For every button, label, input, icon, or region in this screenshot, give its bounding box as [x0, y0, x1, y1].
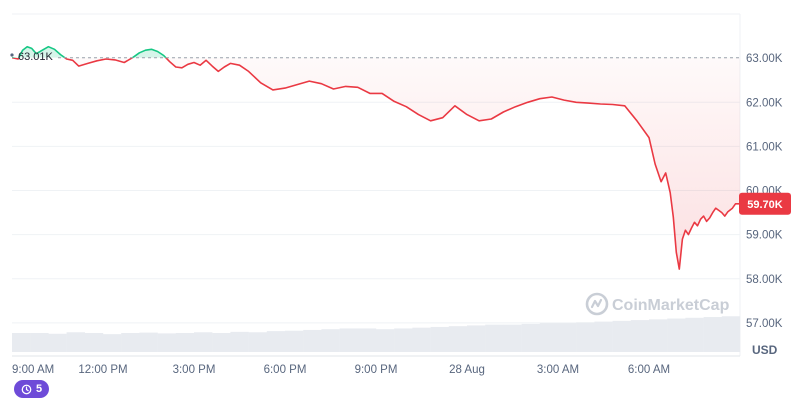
- price-area-down: [12, 57, 740, 270]
- volume-bar: [139, 332, 158, 352]
- volume-bar: [194, 332, 213, 352]
- history-clock-icon: [21, 384, 32, 394]
- current-price-label: 59.70K: [747, 199, 783, 211]
- watermark-text: CoinMarketCap: [612, 297, 730, 314]
- volume-bar: [576, 322, 595, 352]
- volume-bar: [230, 331, 249, 352]
- volume-bar: [703, 317, 722, 352]
- volume-bar: [685, 317, 704, 352]
- x-tick-label: 9:00 PM: [355, 364, 398, 376]
- x-tick-label: 6:00 PM: [264, 364, 307, 376]
- volume-bar: [521, 323, 540, 352]
- volume-bar: [376, 329, 395, 352]
- y-tick-label: 61.00K: [746, 141, 783, 153]
- volume-bar: [321, 329, 340, 352]
- volume-bar: [48, 333, 67, 352]
- volume-bar: [394, 328, 413, 352]
- history-badge[interactable]: 5: [14, 380, 50, 398]
- x-tick-label: 3:00 PM: [173, 364, 216, 376]
- volume-bar: [558, 323, 577, 352]
- x-tick-label: 3:00 AM: [537, 364, 579, 376]
- volume-bar: [103, 334, 122, 352]
- price-area: [12, 46, 740, 270]
- volume-bar: [30, 333, 49, 352]
- x-axis-ticks: 9:00 AM 12:00 PM 3:00 PM 6:00 PM 9:00 PM 28 A…: [12, 364, 670, 376]
- volume-bar: [303, 329, 322, 352]
- volume-bar: [12, 333, 31, 352]
- watermark: CoinMarketCap: [585, 292, 730, 316]
- volume-bar: [485, 324, 504, 352]
- currency-unit-label: USD: [752, 343, 778, 357]
- volume-bar: [157, 333, 176, 352]
- price-line: [12, 45, 740, 270]
- x-tick-label: 28 Aug: [449, 364, 485, 376]
- y-tick-label: 58.00K: [746, 274, 783, 286]
- y-axis-ticks: 57.00K58.00K59.00K60.00K61.00K62.00K63.0…: [746, 53, 783, 330]
- volume-bar: [339, 328, 358, 352]
- volume-bar: [121, 333, 140, 352]
- start-price-label: 63.01K: [18, 51, 54, 63]
- volume-bar: [721, 316, 741, 352]
- volume-bar: [503, 324, 522, 352]
- volume-bar: [630, 320, 650, 352]
- volume-bar: [594, 321, 613, 352]
- volume-bar: [448, 326, 468, 352]
- volume-bar: [412, 327, 431, 352]
- volume-bar: [467, 325, 486, 352]
- volume-bars: [12, 316, 741, 352]
- reference-dot: [10, 53, 14, 57]
- history-badge-count: 5: [36, 383, 43, 395]
- x-tick-label: 6:00 AM: [628, 364, 670, 376]
- y-tick-label: 59.00K: [746, 230, 783, 242]
- y-tick-label: 63.00K: [746, 53, 783, 65]
- volume-bar: [649, 319, 668, 352]
- volume-bar: [285, 330, 304, 352]
- volume-bar: [66, 332, 85, 352]
- coinmarketcap-logo-icon: [585, 292, 609, 316]
- volume-bar: [539, 323, 559, 352]
- price-area-up: [18, 46, 166, 58]
- chart-gridlines: [12, 13, 741, 357]
- current-price-tag: 59.70K: [739, 192, 791, 215]
- volume-bar: [266, 331, 286, 352]
- volume-bar: [248, 332, 267, 352]
- volume-bar: [84, 333, 104, 352]
- volume-bar: [212, 333, 231, 352]
- volume-bar: [175, 333, 195, 352]
- current-price-tag-bg: [739, 192, 791, 215]
- y-tick-label: 57.00K: [746, 318, 783, 330]
- y-tick-label: 62.00K: [746, 97, 783, 109]
- x-tick-label: 12:00 PM: [78, 364, 127, 376]
- volume-bar: [612, 320, 631, 352]
- volume-bar: [430, 326, 449, 352]
- volume-bar: [357, 328, 377, 352]
- volume-bar: [667, 318, 686, 352]
- reference-line: [10, 53, 740, 59]
- x-tick-label: 9:00 AM: [12, 364, 54, 376]
- price-line-down: [12, 57, 740, 270]
